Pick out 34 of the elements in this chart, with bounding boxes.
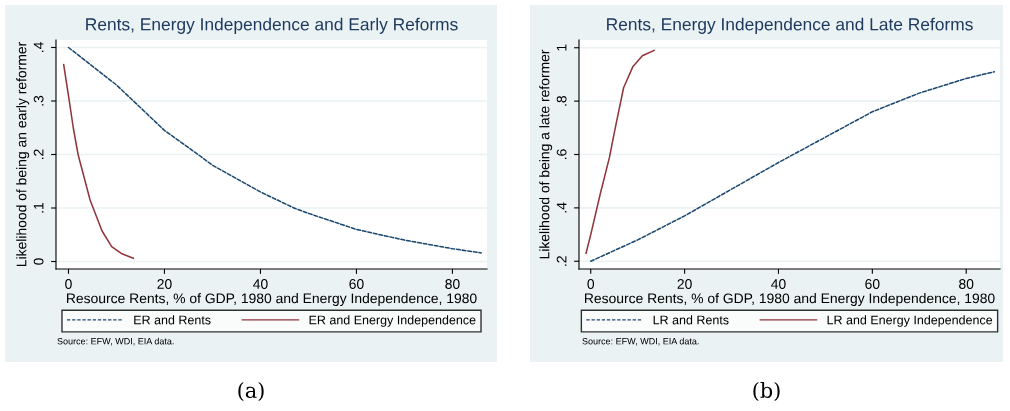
x-tick-label: 60 <box>349 279 364 289</box>
y-tick-label: .2 <box>33 149 44 160</box>
y-tick-label: .2 <box>556 256 567 266</box>
legend-label: ER and Rents <box>134 315 211 325</box>
y-tick-label: 0 <box>33 258 44 265</box>
y-axis-title: Likelihood of being an early reformer <box>16 42 30 267</box>
y-tick-label: .6 <box>556 149 567 160</box>
x-tick-label: 80 <box>959 279 974 289</box>
y-tick-label: 1 <box>556 44 567 51</box>
y-axis-title: Likelihood of being a late reformer <box>539 49 553 259</box>
x-tick-label: 60 <box>865 279 880 289</box>
x-tick-label: 40 <box>253 279 268 289</box>
y-tick-label: .4 <box>33 42 44 53</box>
x-tick-label: 20 <box>157 279 172 289</box>
x-tick-label: 40 <box>771 279 786 289</box>
chart-title: Rents, Energy Independence and Late Reforms <box>607 17 973 34</box>
legend-label: ER and Energy Independence <box>309 315 476 327</box>
source-note: Source: EFW, WDI, EIA data. <box>582 337 699 346</box>
x-tick-label: 0 <box>65 279 72 289</box>
y-tick-label: .3 <box>33 95 44 106</box>
legend-label: LR and Rents <box>653 315 729 325</box>
x-axis-title: Resource Rents, % of GDP, 1980 and Energy Independence, 1980 <box>67 293 477 307</box>
y-tick-label: .1 <box>33 202 44 213</box>
x-axis-title: Resource Rents, % of GDP, 1980 and Energy Independence, 1980 <box>585 293 995 307</box>
text: (b) <box>753 381 780 401</box>
y-tick-label: .8 <box>556 95 567 106</box>
x-tick-label: 80 <box>445 279 460 289</box>
chart-title: Rents, Energy Independence and Early Reforms <box>86 17 458 34</box>
text: (a) <box>238 381 264 401</box>
y-tick-label: .4 <box>556 202 567 213</box>
source-note: Source: EFW, WDI, EIA data. <box>57 337 174 346</box>
legend-label: LR and Energy Independence <box>827 315 993 327</box>
x-tick-label: 0 <box>587 279 595 289</box>
x-tick-label: 20 <box>677 279 692 289</box>
